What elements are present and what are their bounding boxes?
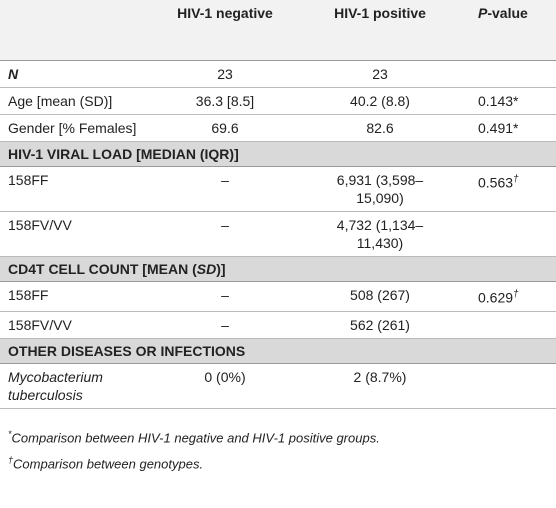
cell xyxy=(470,60,556,88)
footnote: †Comparison between genotypes. xyxy=(8,449,548,475)
cell-text: 0.563 xyxy=(478,174,514,191)
section-text: CD4T CELL COUNT [MEAN ( xyxy=(8,261,197,277)
footnote-mark: * xyxy=(8,428,12,439)
data-row: 158FV/VV – 4,732 (1,134–11,430) xyxy=(0,211,556,257)
cell-text: 508 (267) xyxy=(350,287,410,303)
cell-text: – xyxy=(221,287,229,303)
row-label: Gender [% Females] xyxy=(8,120,137,136)
cell: 23 xyxy=(160,60,290,88)
label-cell: Age [mean (SD)] xyxy=(0,87,160,115)
cell-text: 0.629 xyxy=(478,289,514,306)
footnote-text: Comparison between HIV-1 negative and HI… xyxy=(11,429,380,445)
section-row: HIV-1 VIRAL LOAD [MEDIAN (IQR)] xyxy=(0,141,556,167)
cell: 4,732 (1,134–11,430) xyxy=(290,211,470,257)
data-row: 158FF – 508 (267) 0.629† xyxy=(0,281,556,312)
row-label: Mycobacterium tuberculosis xyxy=(8,368,103,403)
row-label: 158FV/VV xyxy=(8,316,72,333)
row-label: 158FF xyxy=(8,172,49,188)
section-cell: HIV-1 VIRAL LOAD [MEDIAN (IQR)] xyxy=(0,141,556,167)
header-row: HIV-1 negative HIV-1 positive P-value xyxy=(0,0,556,61)
cell: 23 xyxy=(290,60,470,88)
data-row: N 23 23 xyxy=(0,60,556,88)
section-row: OTHER DISEASES OR INFECTIONS xyxy=(0,337,556,364)
header-cell: -value xyxy=(487,5,528,21)
section-text: SD xyxy=(196,261,217,277)
footnote: *Comparison between HIV-1 negative and H… xyxy=(8,423,548,449)
label-cell: 158FV/VV xyxy=(0,311,160,339)
data-row: 158FV/VV – 562 (261) xyxy=(0,311,556,339)
section-row: CD4T CELL COUNT [MEAN (SD)] xyxy=(0,256,556,282)
cell: 508 (267) xyxy=(290,281,470,312)
cell-text: 0 (0%) xyxy=(204,368,246,385)
cell: 6,931 (3,598–15,090) xyxy=(290,166,470,212)
cell: 0.143* xyxy=(470,87,556,115)
label-cell: Gender [% Females] xyxy=(0,114,160,142)
table-body: N 23 23 Age [mean (SD)] 36.3 [8.5] 40.2 (8.8)… xyxy=(0,60,556,409)
cell-text: 69.6 xyxy=(211,120,239,136)
cell: – xyxy=(160,211,290,257)
cell-text: 23 xyxy=(372,66,388,82)
data-row: Gender [% Females] 69.6 82.6 0.491* xyxy=(0,114,556,142)
header-cell: HIV-1 positive xyxy=(334,5,426,21)
cell: 0.563† xyxy=(470,166,556,212)
cell xyxy=(470,311,556,339)
cell: 82.6 xyxy=(290,114,470,142)
cell-text: 23 xyxy=(217,66,233,82)
section-cell: CD4T CELL COUNT [MEAN (SD)] xyxy=(0,256,556,282)
cell-text: – xyxy=(221,217,229,233)
cell: 0.491* xyxy=(470,114,556,142)
cell-text: 0.491* xyxy=(478,120,519,136)
section-text: )] xyxy=(216,261,226,277)
footnote-mark: † xyxy=(513,174,519,185)
cell-text: 36.3 [8.5] xyxy=(195,93,255,109)
cell-text: – xyxy=(221,316,229,333)
label-cell: 158FV/VV xyxy=(0,211,160,257)
row-label: N xyxy=(8,66,19,82)
row-label: Age [mean (SD)] xyxy=(8,93,113,109)
cell-text: – xyxy=(221,172,229,188)
cell-text: 40.2 (8.8) xyxy=(350,93,410,109)
label-cell: 158FF xyxy=(0,281,160,312)
section-cell: OTHER DISEASES OR INFECTIONS xyxy=(0,337,556,364)
footnote-mark: † xyxy=(8,454,14,465)
footnote-text: Comparison between genotypes. xyxy=(13,456,204,472)
label-cell: Mycobacterium tuberculosis xyxy=(0,363,160,409)
cell-text: 562 (261) xyxy=(350,316,410,333)
footnote-mark: † xyxy=(513,289,519,300)
section-text: OTHER DISEASES OR INFECTIONS xyxy=(8,342,246,359)
cell: 0 (0%) xyxy=(160,363,290,409)
data-row: Mycobacterium tuberculosis 0 (0%) 2 (8.7%) xyxy=(0,363,556,409)
cell: 40.2 (8.8) xyxy=(290,87,470,115)
cell: – xyxy=(160,166,290,212)
data-row: Age [mean (SD)] 36.3 [8.5] 40.2 (8.8) 0.143… xyxy=(0,87,556,115)
label-cell: 158FF xyxy=(0,166,160,212)
data-row: 158FF – 6,931 (3,598–15,090) 0.563† xyxy=(0,166,556,212)
cell-text: 4,732 (1,134–11,430) xyxy=(336,217,424,251)
label-cell: N xyxy=(0,60,160,88)
cell: 0.629† xyxy=(470,281,556,312)
footnotes: *Comparison between HIV-1 negative and H… xyxy=(0,409,556,476)
cell-text: 6,931 (3,598–15,090) xyxy=(336,172,424,206)
cell xyxy=(470,363,556,409)
cell-text: 2 (8.7%) xyxy=(353,368,407,385)
cell-text: 82.6 xyxy=(366,120,394,136)
cell: 2 (8.7%) xyxy=(290,363,470,409)
cell: 69.6 xyxy=(160,114,290,142)
cell xyxy=(470,211,556,257)
section-text: HIV-1 VIRAL LOAD [MEDIAN (IQR)] xyxy=(8,146,239,162)
header-cell: HIV-1 negative xyxy=(177,5,273,21)
data-table: HIV-1 negative HIV-1 positive P-value N 2… xyxy=(0,0,556,409)
cell: 36.3 [8.5] xyxy=(160,87,290,115)
row-label: 158FF xyxy=(8,287,49,303)
header-cell: P xyxy=(478,5,488,21)
cell: – xyxy=(160,311,290,339)
cell-text: 0.143* xyxy=(478,93,519,109)
cell: – xyxy=(160,281,290,312)
row-label: 158FV/VV xyxy=(8,217,72,233)
cell: 562 (261) xyxy=(290,311,470,339)
